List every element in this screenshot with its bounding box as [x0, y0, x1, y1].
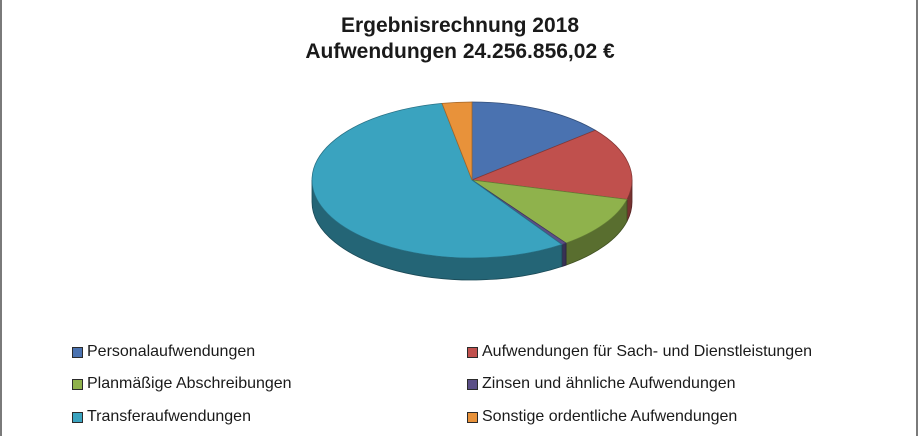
legend-swatch	[72, 346, 83, 358]
legend-swatch	[72, 411, 83, 423]
legend-swatch	[72, 378, 83, 390]
legend-swatch	[467, 411, 478, 423]
pie-slice-aufwendungen-fuer-sach-und-dienstleistungen	[470, 129, 633, 200]
legend-label: Transferaufwendungen	[87, 408, 251, 425]
legend-swatch	[467, 346, 478, 358]
legend-swatch	[467, 378, 478, 390]
legend-item-sach-und-dienstleistungen: Aufwendungen für Sach- und Dienstleistun…	[467, 343, 812, 361]
legend-item-transferaufwendungen: Transferaufwendungen	[72, 408, 251, 426]
legend-label: Zinsen und ähnliche Aufwendungen	[482, 375, 736, 392]
legend-label: Personalaufwendungen	[87, 343, 256, 360]
chart-title: Ergebnisrechnung 2018	[340, 14, 580, 37]
pie-side-zinsen-und-aehnliche-aufwendungen	[561, 242, 567, 268]
legend-label: Sonstige ordentliche Aufwendungen	[482, 408, 738, 425]
legend-label: Aufwendungen für Sach- und Dienstleistun…	[482, 343, 812, 360]
legend-item-sonstige: Sonstige ordentliche Aufwendungen	[467, 408, 737, 426]
pie-slice-sonstige-ordentliche-aufwendungen	[441, 101, 473, 181]
legend-item-abschreibungen: Planmäßige Abschreibungen	[72, 375, 292, 393]
legend-item-zinsen: Zinsen und ähnliche Aufwendungen	[467, 375, 736, 393]
pie-slice-planmaessige-abschreibungen	[471, 179, 628, 244]
chart-subtitle: Aufwendungen 24.256.856,02 €	[305, 40, 615, 63]
legend-item-personalaufwendungen: Personalaufwendungen	[72, 343, 255, 361]
legend-label: Planmäßige Abschreibungen	[87, 375, 292, 392]
pie-slice-personalaufwendungen	[471, 101, 597, 181]
pie-slice-transferaufwendungen	[311, 102, 563, 259]
